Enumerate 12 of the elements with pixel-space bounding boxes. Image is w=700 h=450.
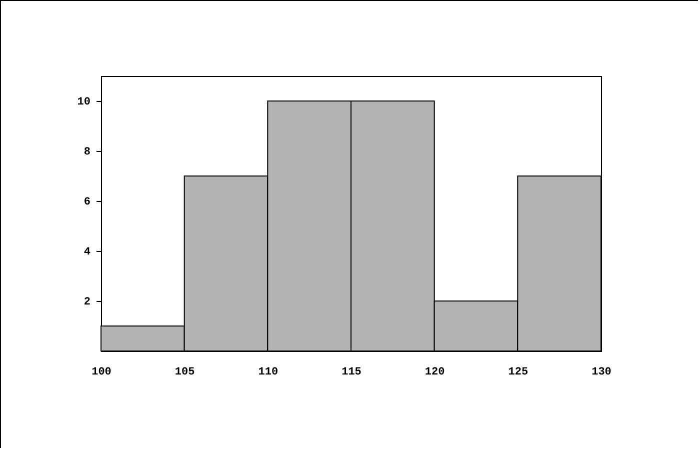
y-tick-label: 8 [84, 146, 91, 158]
y-tick-label: 4 [84, 246, 91, 258]
y-tick-label: 10 [77, 96, 90, 108]
y-tick-label: 6 [84, 196, 90, 208]
x-tick-label: 115 [342, 366, 362, 378]
x-tick-label: 110 [258, 366, 278, 378]
x-tick-label: 105 [174, 366, 196, 378]
x-tick-label: 100 [92, 366, 112, 378]
x-tick-label: 120 [424, 366, 445, 378]
x-tick-label: 125 [508, 366, 528, 378]
y-tick-label: 2 [84, 296, 90, 308]
x-tick-label: 130 [592, 366, 612, 378]
